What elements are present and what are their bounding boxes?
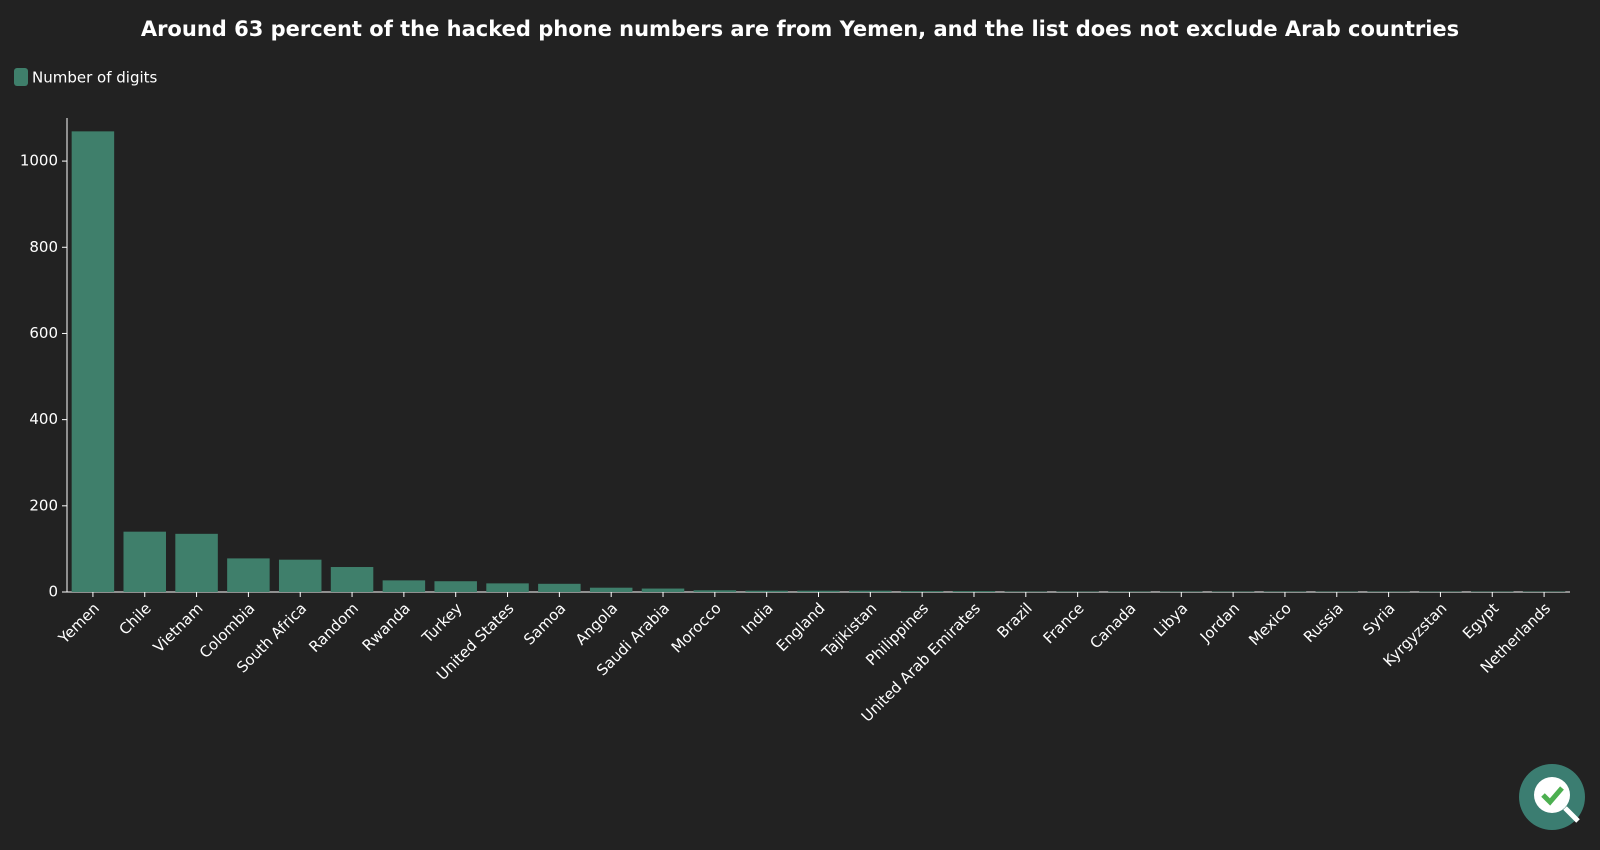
x-tick-label: Libya	[1150, 599, 1191, 640]
logo-lens	[1534, 777, 1570, 813]
x-tick-label: Egypt	[1459, 599, 1502, 642]
x-tick-label: Syria	[1359, 599, 1399, 639]
x-tick-label: India	[738, 599, 777, 638]
bar	[71, 131, 115, 592]
x-tick-label: France	[1040, 599, 1088, 647]
logo-check	[1541, 786, 1564, 806]
bar	[900, 591, 944, 592]
y-tick-label: 800	[29, 238, 58, 256]
logo-handle	[1563, 806, 1580, 823]
y-tick-label: 600	[29, 324, 58, 342]
bar	[486, 583, 529, 592]
x-tick-label: Mexico	[1245, 599, 1295, 649]
x-tick-label: Jordan	[1196, 599, 1243, 646]
x-tick-label: Canada	[1086, 599, 1139, 652]
logo	[1519, 764, 1585, 830]
y-tick-label: 1000	[20, 152, 58, 170]
x-tick-label: Rwanda	[359, 599, 414, 654]
y-tick-label: 200	[29, 496, 58, 514]
legend-label: Number of digits	[32, 69, 158, 87]
bar	[538, 583, 581, 592]
x-tick-label: Samoa	[520, 599, 569, 648]
bar	[745, 590, 788, 592]
y-tick-label: 400	[29, 410, 58, 428]
legend-swatch	[14, 68, 28, 86]
x-tick-label: Random	[305, 599, 362, 656]
bar	[589, 587, 633, 592]
bar	[434, 581, 477, 592]
x-tick-label: Brazil	[993, 599, 1035, 641]
x-tick-label: Morocco	[668, 599, 725, 656]
x-tick-label: Turkey	[418, 599, 466, 647]
bar	[382, 580, 426, 592]
bar	[797, 590, 840, 592]
bar	[952, 591, 996, 592]
bar	[278, 559, 322, 592]
bar	[330, 567, 374, 592]
x-tick-label: Angola	[572, 599, 621, 648]
x-tick-label: Yemen	[54, 599, 103, 648]
bar	[693, 590, 737, 592]
bar	[123, 531, 166, 592]
x-tick-label: Chile	[115, 599, 154, 638]
bar	[227, 558, 270, 592]
bar	[175, 533, 218, 592]
bar	[849, 590, 892, 592]
y-tick-label: 0	[48, 583, 58, 601]
x-tick-label: Russia	[1300, 599, 1347, 646]
bar	[641, 588, 685, 592]
chart-title: Around 63 percent of the hacked phone nu…	[141, 17, 1459, 41]
